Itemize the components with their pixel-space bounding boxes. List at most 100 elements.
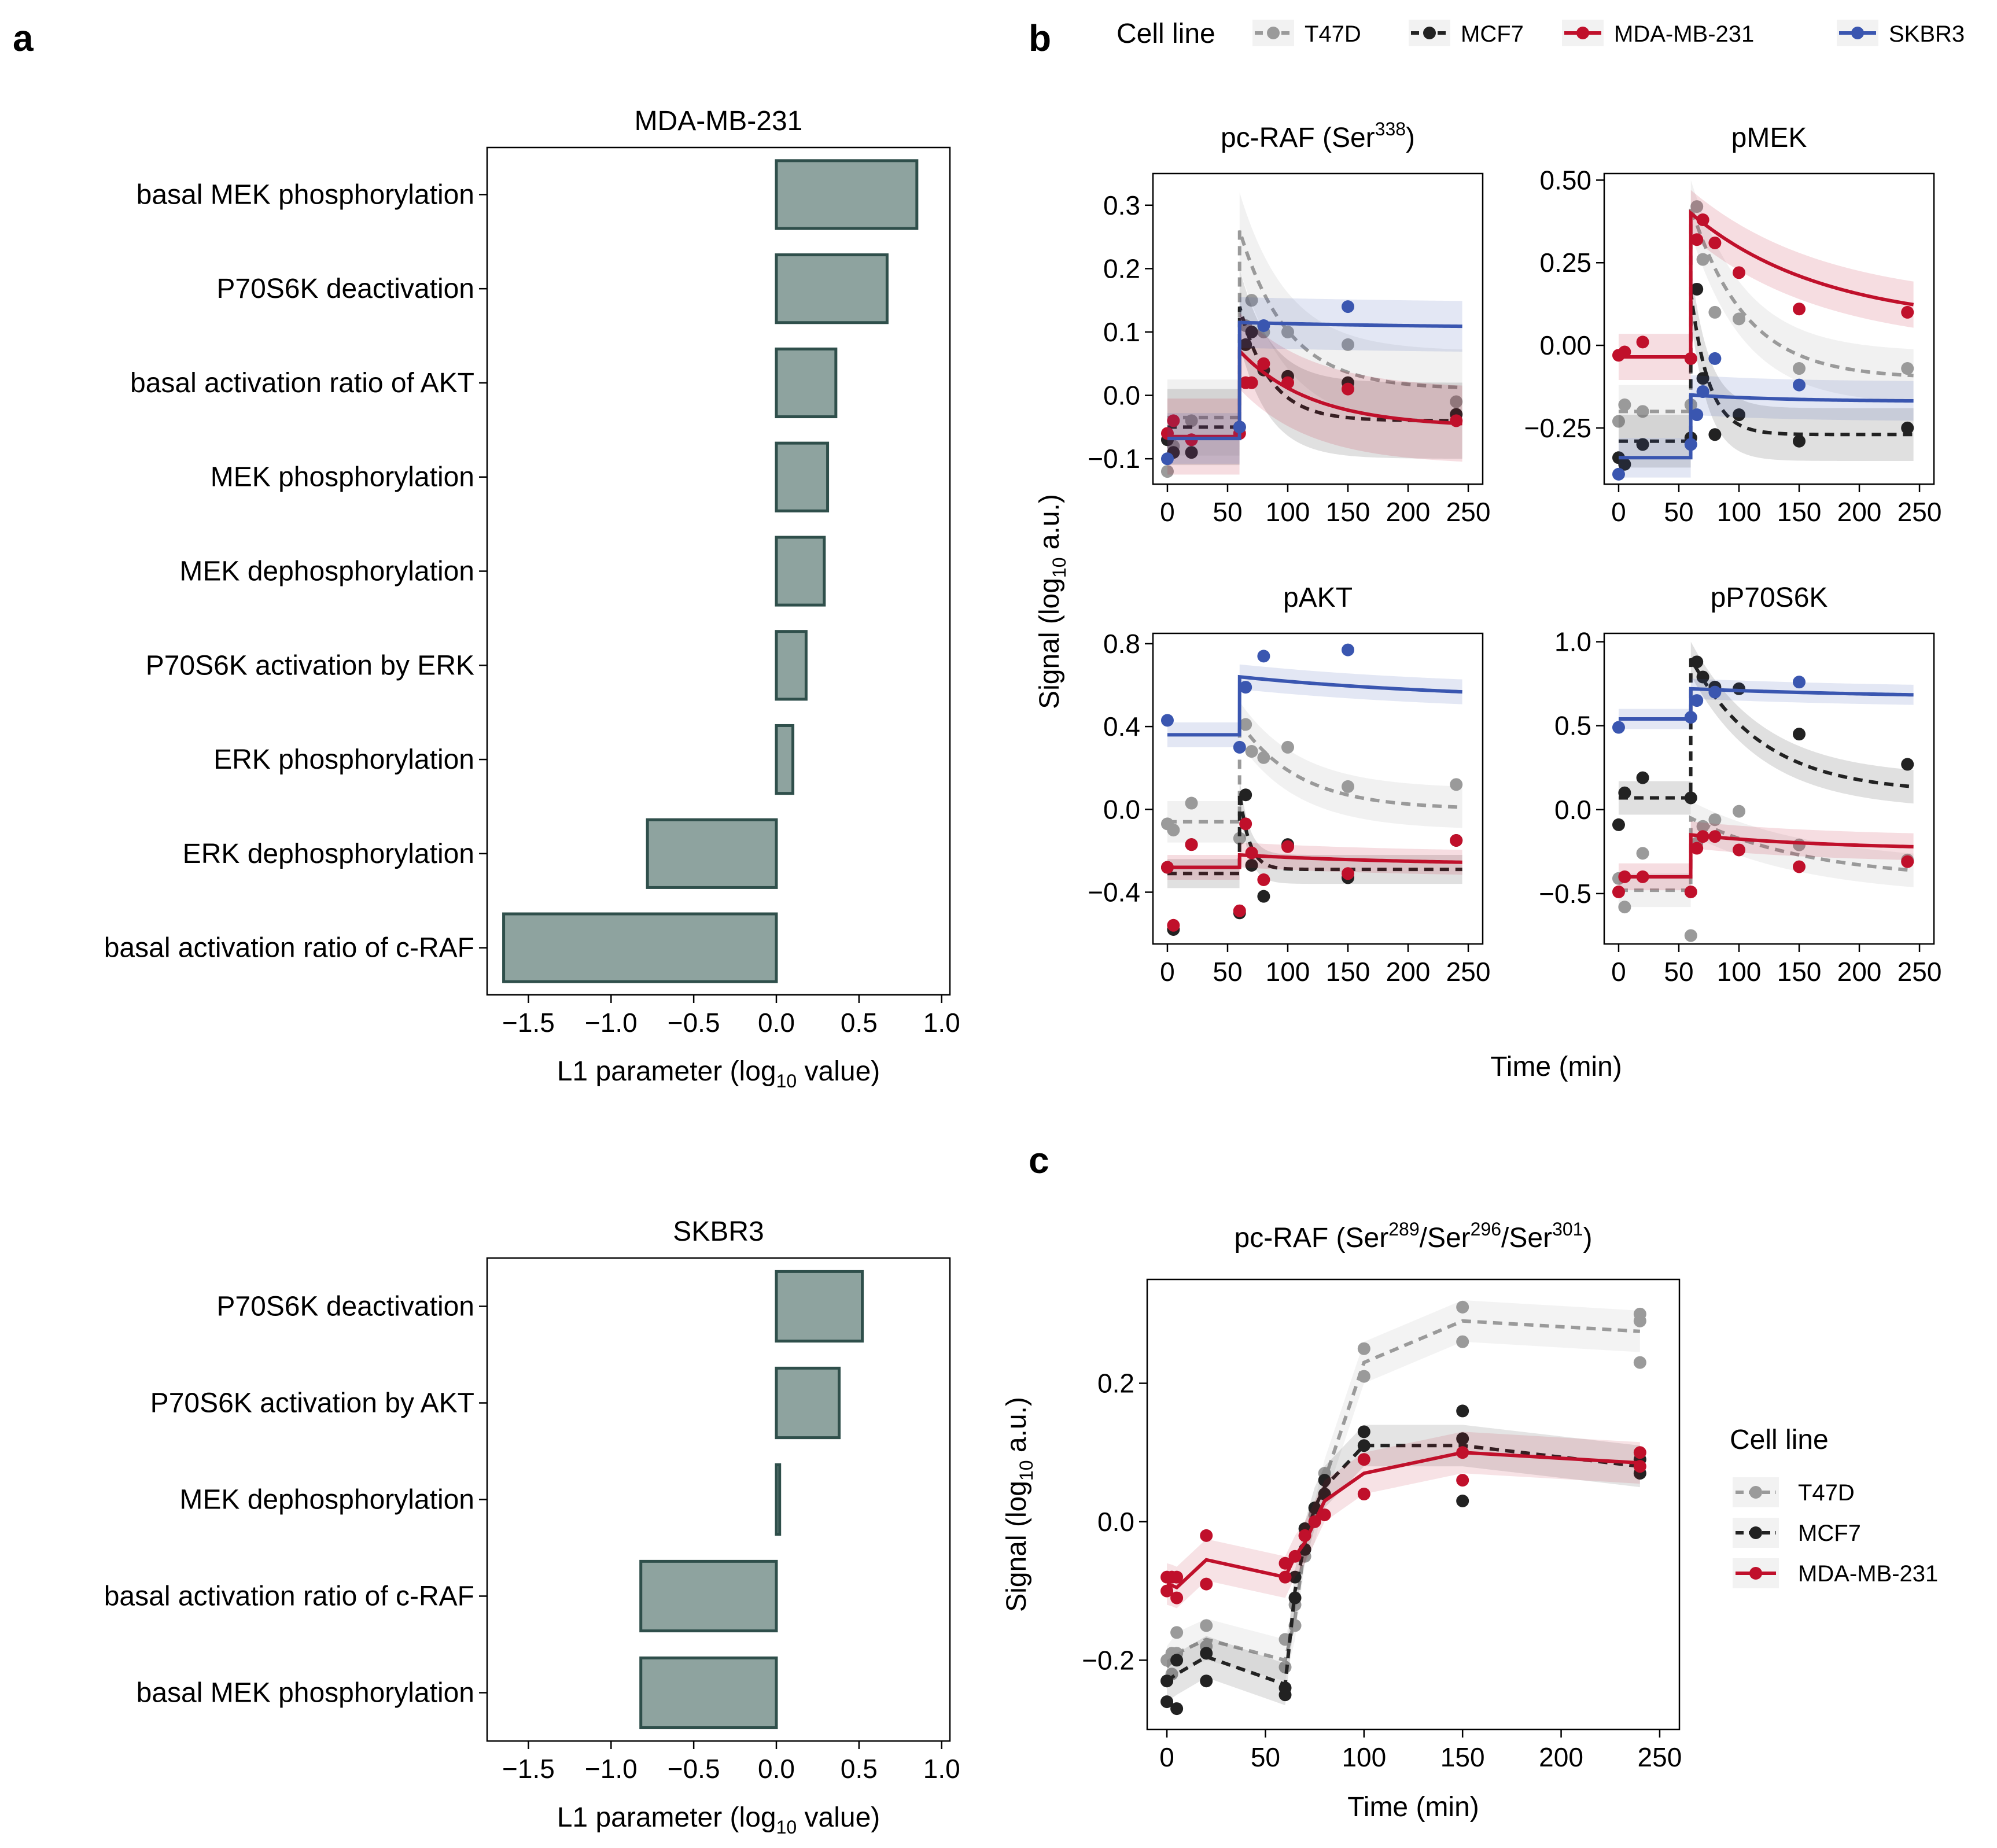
- point-MDA-MB-231: [1342, 383, 1354, 396]
- bar: [776, 1368, 839, 1437]
- y-axis-label: Signal (log10 a.u.): [1001, 1397, 1037, 1612]
- legend-b: Cell line T47D MCF7 MDA-MB-231 SKBR3: [1117, 19, 1965, 49]
- x-tick-label: 0: [1160, 497, 1175, 527]
- point-MDA-MB-231: [1200, 1529, 1213, 1542]
- legend-b-title: Cell line: [1117, 19, 1215, 49]
- point-MCF7: [1160, 1674, 1173, 1687]
- point-MDA-MB-231: [1685, 352, 1697, 365]
- category-label: P70S6K deactivation: [216, 274, 474, 304]
- x-tick-label: 50: [1664, 957, 1693, 987]
- chart-b4: 0 50 100 150 200 250−0.50.00.51.0pP70S6K: [1539, 582, 1941, 987]
- category-label: basal MEK phosphorylation: [137, 179, 474, 210]
- point-MCF7: [1358, 1439, 1370, 1452]
- x-axis-label: L1 parameter (log10 value): [557, 1056, 880, 1091]
- x-axis-label: L1 parameter (log10 value): [557, 1802, 880, 1838]
- point-MDA-MB-231: [1690, 233, 1703, 246]
- legend-key-point: [1851, 27, 1864, 39]
- category-label: ERK phosphorylation: [213, 744, 474, 775]
- point-T47D: [1358, 1342, 1370, 1355]
- point-SKBR3: [1257, 319, 1270, 332]
- x-tick-label: −0.5: [668, 1754, 720, 1784]
- point-T47D: [1257, 751, 1270, 764]
- x-tick-label: −1.0: [585, 1008, 638, 1038]
- bar: [776, 443, 828, 511]
- point-SKBR3: [1685, 438, 1697, 451]
- point-MDA-MB-231: [1637, 870, 1649, 883]
- point-MCF7: [1690, 655, 1703, 668]
- bar: [776, 725, 793, 793]
- y-tick-label: 0.2: [1097, 1369, 1134, 1399]
- point-MCF7: [1793, 435, 1806, 448]
- legend-label: MCF7: [1461, 21, 1524, 47]
- panel-b-ylabel: Signal (log10 a.u.): [1034, 494, 1070, 709]
- x-tick-label: 100: [1342, 1742, 1386, 1772]
- y-tick-label: −0.2: [1082, 1645, 1134, 1675]
- category-label: MEK phosphorylation: [211, 462, 474, 493]
- point-MDA-MB-231: [1246, 377, 1258, 389]
- x-tick-label: 50: [1664, 497, 1693, 527]
- plot-area: [1612, 642, 1914, 942]
- x-axis-label: Time (min): [1347, 1792, 1479, 1823]
- point-MDA-MB-231: [1246, 846, 1258, 859]
- y-tick-label: 0.25: [1539, 248, 1591, 278]
- point-SKBR3: [1161, 452, 1174, 465]
- point-MDA-MB-231: [1456, 1474, 1469, 1486]
- x-tick-label: 150: [1777, 957, 1822, 987]
- plot-area: [1612, 180, 1914, 480]
- point-T47D: [1733, 805, 1745, 818]
- point-MCF7: [1708, 428, 1721, 441]
- point-T47D: [1170, 1626, 1183, 1639]
- point-MDA-MB-231: [1167, 919, 1180, 932]
- point-SKBR3: [1233, 741, 1246, 754]
- x-tick-label: 0: [1160, 957, 1175, 987]
- x-tick-label: 250: [1446, 957, 1491, 987]
- y-tick-label: 0.0: [1103, 794, 1140, 824]
- bar: [776, 255, 887, 323]
- bar: [647, 820, 776, 887]
- point-MDA-MB-231: [1257, 357, 1270, 370]
- point-MCF7: [1200, 1647, 1213, 1659]
- point-MCF7: [1170, 1702, 1183, 1715]
- category-label: basal activation ratio of c-RAF: [104, 1581, 474, 1612]
- x-tick-label: 0.5: [841, 1008, 878, 1038]
- chart-title: MDA-MB-231: [635, 106, 803, 137]
- x-tick-label: 150: [1326, 497, 1370, 527]
- y-tick-label: 0.1: [1103, 317, 1140, 347]
- point-MDA-MB-231: [1618, 345, 1631, 358]
- point-MDA-MB-231: [1634, 1460, 1646, 1473]
- point-MDA-MB-231: [1450, 414, 1462, 427]
- point-SKBR3: [1342, 644, 1354, 656]
- x-tick-label: −1.5: [502, 1008, 555, 1038]
- point-MCF7: [1358, 1425, 1370, 1438]
- panel-label-b: b: [1029, 17, 1051, 59]
- y-tick-label: −0.4: [1088, 877, 1140, 908]
- plots: MDA-MB-231 basal MEK phosphorylation P70S6…: [104, 106, 1942, 1838]
- point-MCF7: [1901, 758, 1914, 770]
- panel-b-xlabel: Time (min): [1490, 1052, 1622, 1082]
- x-tick-label: 150: [1326, 957, 1370, 987]
- point-MDA-MB-231: [1690, 842, 1703, 855]
- y-tick-label: 0.2: [1103, 253, 1140, 283]
- point-MCF7: [1618, 787, 1631, 799]
- chart-b3: 0 50 100 150 200 250−0.40.00.40.8pAKT: [1088, 582, 1490, 987]
- point-T47D: [1456, 1336, 1469, 1348]
- chart-title: pc-RAF (Ser289/Ser296/Ser301): [1235, 1219, 1593, 1253]
- x-tick-label: 0.5: [841, 1754, 878, 1784]
- point-T47D: [1246, 745, 1258, 758]
- band-T47D: [1167, 1300, 1640, 1688]
- panel-label-c: c: [1029, 1139, 1049, 1181]
- panel-label-a: a: [13, 17, 34, 59]
- point-T47D: [1793, 362, 1806, 375]
- point-MDA-MB-231: [1299, 1529, 1311, 1542]
- x-tick-label: 150: [1777, 497, 1822, 527]
- point-MDA-MB-231: [1358, 1453, 1370, 1466]
- x-tick-label: 250: [1897, 957, 1942, 987]
- point-MDA-MB-231: [1793, 303, 1806, 315]
- point-T47D: [1167, 824, 1180, 836]
- category-label: MEK dephosphorylation: [179, 556, 474, 587]
- y-tick-label: −0.25: [1524, 413, 1591, 443]
- point-MDA-MB-231: [1612, 886, 1625, 898]
- x-tick-label: 200: [1837, 957, 1882, 987]
- point-MDA-MB-231: [1456, 1446, 1469, 1459]
- bar: [776, 161, 917, 228]
